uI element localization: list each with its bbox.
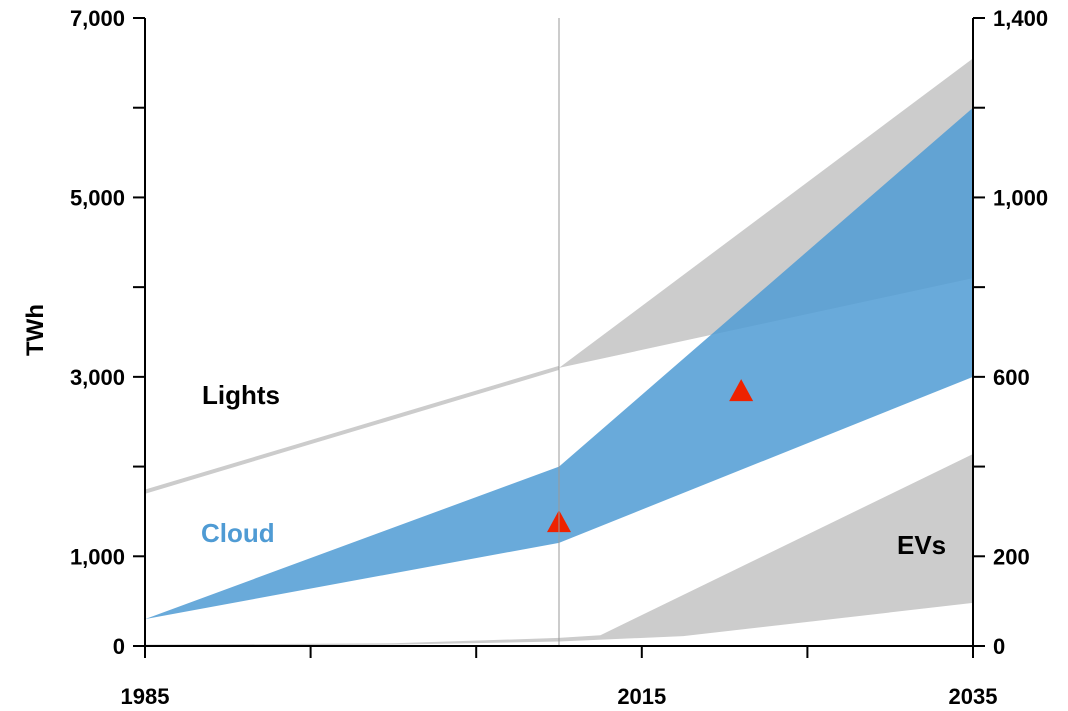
marker-triangle — [729, 379, 754, 402]
y-left-tick-label: 3,000 — [70, 365, 125, 390]
line-lights — [144, 365, 560, 494]
x-tick-label: 2035 — [949, 684, 998, 709]
y-right-tick-label: 200 — [993, 544, 1030, 569]
y-right-tick-label: 0 — [993, 634, 1005, 659]
y-right-tick-label: 1,000 — [993, 185, 1048, 210]
y-right-tick-label: 1,400 — [993, 6, 1048, 31]
axes — [133, 17, 985, 658]
y-axis-title: TWh — [22, 304, 49, 356]
x-tick-label: 1985 — [121, 684, 170, 709]
y-left-tick-label: 5,000 — [70, 185, 125, 210]
y-left-tick-label: 1,000 — [70, 544, 125, 569]
tick-labels: 0 1,000 3,000 5,000 7,000 0 200 600 1,000 1,400 19… — [70, 6, 1048, 709]
x-tick-label: 2015 — [617, 684, 666, 709]
series-label-lights: Lights — [202, 380, 280, 410]
y-left-tick-label: 7,000 — [70, 6, 125, 31]
y-right-tick-label: 600 — [993, 365, 1030, 390]
area-evs — [145, 454, 973, 646]
y-left-tick-label: 0 — [113, 634, 125, 659]
series-label-cloud: Cloud — [201, 518, 275, 548]
series-label-evs: EVs — [897, 530, 946, 560]
